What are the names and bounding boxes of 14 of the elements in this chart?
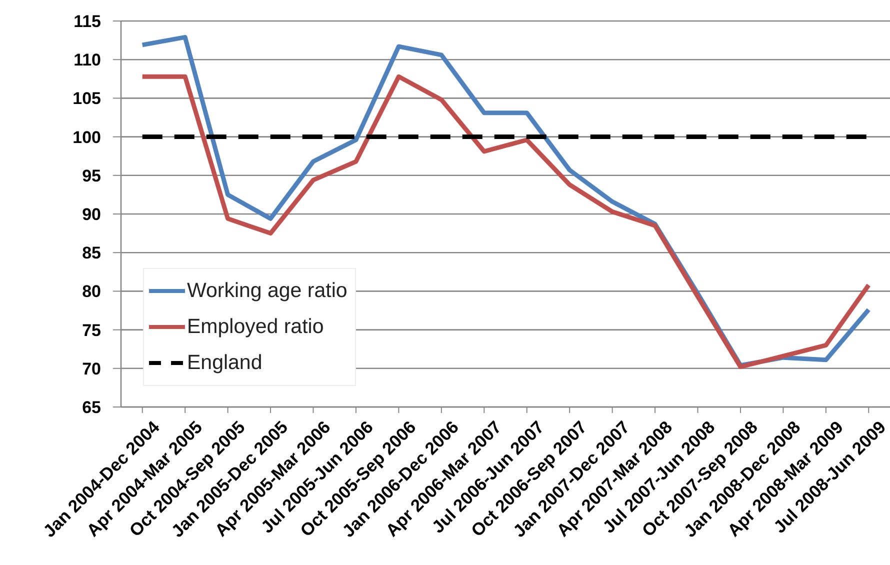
y-tick-label: 70 — [82, 358, 101, 378]
legend-label: Working age ratio — [187, 279, 348, 302]
y-tick-label: 80 — [82, 282, 101, 301]
y-tick-label: 90 — [82, 204, 101, 224]
y-tick-label: 105 — [72, 88, 101, 108]
y-tick-label: 75 — [82, 320, 101, 340]
legend-label: England — [187, 351, 262, 374]
legend-label: Employed ratio — [187, 315, 324, 338]
y-tick-label: 110 — [74, 50, 101, 70]
y-tick-label: 65 — [82, 398, 101, 416]
y-tick-label: 115 — [74, 12, 101, 30]
y-tick-label: 95 — [82, 166, 101, 185]
y-tick-label: 100 — [72, 127, 101, 146]
y-tick-label: 85 — [82, 243, 101, 262]
